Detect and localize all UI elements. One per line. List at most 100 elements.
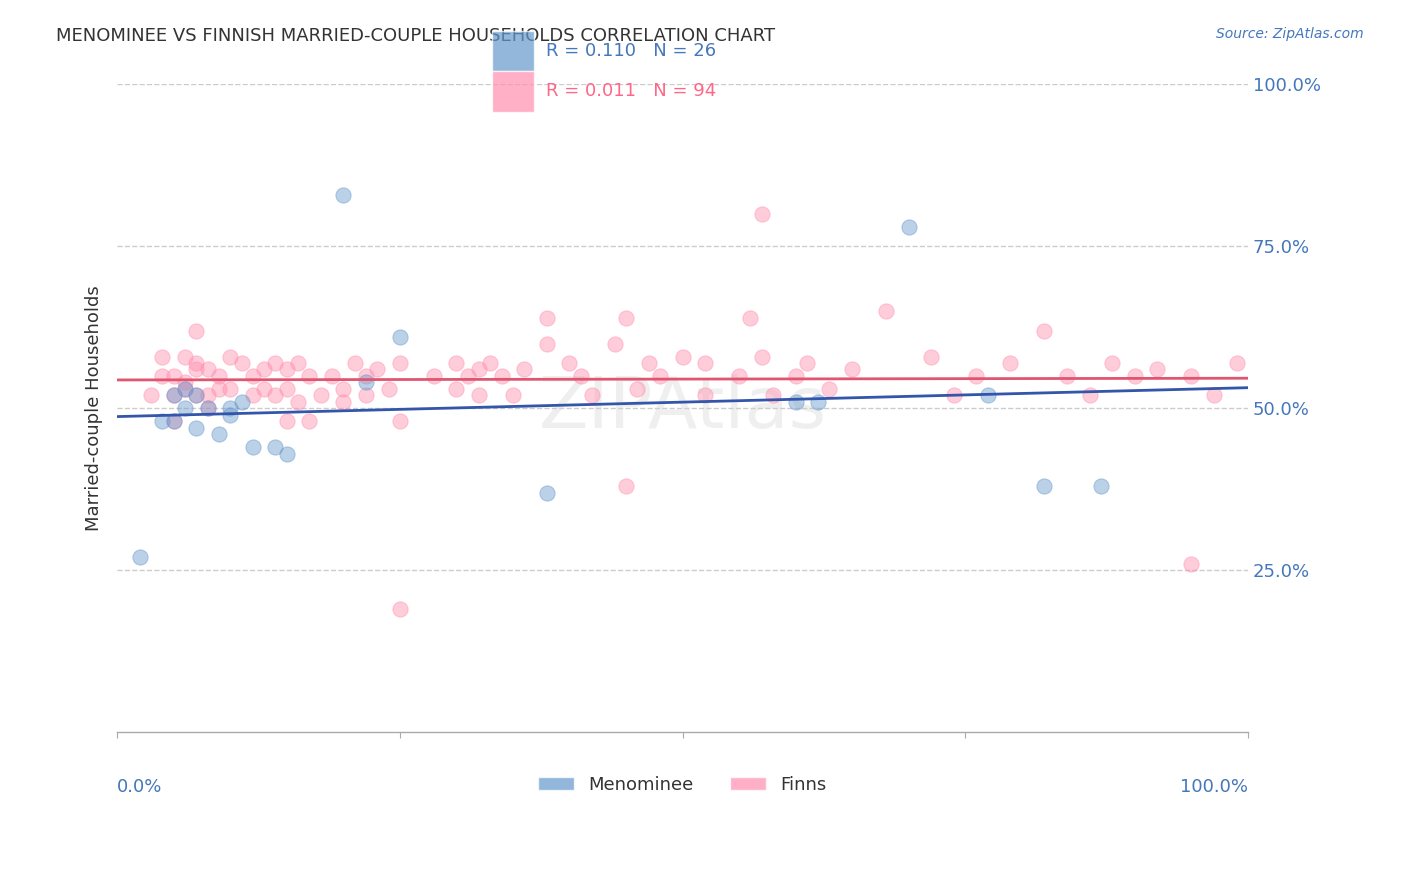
Point (219, 408, 242, 422)
Point (163, 388, 186, 402)
Point (626, 382, 648, 396)
Text: 100.0%: 100.0% (1180, 778, 1249, 796)
Point (287, 395, 309, 409)
Point (536, 336, 558, 351)
Point (174, 376, 197, 390)
Point (581, 388, 603, 402)
Point (264, 388, 287, 402)
Point (139, 388, 162, 402)
Point (446, 356, 468, 370)
Point (1146, 362, 1168, 376)
Point (728, 368, 751, 383)
Point (1078, 388, 1101, 402)
Point (366, 362, 388, 376)
Point (174, 401, 197, 416)
Point (253, 362, 276, 376)
Point (920, 350, 942, 364)
Point (309, 388, 332, 402)
Point (128, 550, 150, 565)
Point (807, 395, 830, 409)
Point (186, 388, 208, 402)
Point (1056, 368, 1078, 383)
Point (208, 427, 231, 442)
Point (163, 414, 186, 428)
Point (332, 382, 354, 396)
Point (603, 336, 626, 351)
Point (343, 356, 366, 370)
Point (671, 350, 693, 364)
Point (751, 207, 773, 221)
Point (423, 368, 446, 383)
Point (264, 356, 287, 370)
Point (332, 187, 354, 202)
Point (468, 362, 491, 376)
Text: Source: ZipAtlas.com: Source: ZipAtlas.com (1216, 27, 1364, 41)
Point (1000, 356, 1022, 370)
Point (242, 368, 264, 383)
Point (818, 382, 841, 396)
Text: R = 0.011   N = 94: R = 0.011 N = 94 (546, 82, 716, 100)
Point (163, 414, 186, 428)
Point (197, 401, 219, 416)
Legend: Menominee, Finns: Menominee, Finns (531, 769, 834, 801)
Point (841, 362, 863, 376)
Point (354, 388, 377, 402)
Point (446, 382, 468, 396)
Point (186, 421, 208, 435)
Point (536, 485, 558, 500)
Point (695, 356, 717, 370)
Point (219, 382, 242, 396)
Point (648, 368, 671, 383)
Point (1180, 557, 1202, 571)
Text: ZIPAtlas: ZIPAtlas (538, 374, 827, 442)
Point (264, 440, 287, 454)
Point (637, 356, 659, 370)
Point (1101, 356, 1123, 370)
Point (231, 356, 253, 370)
Point (186, 356, 208, 370)
Point (332, 395, 354, 409)
Point (321, 368, 343, 383)
Point (231, 395, 253, 409)
Point (186, 362, 208, 376)
Text: R = 0.110   N = 26: R = 0.110 N = 26 (546, 42, 716, 60)
Point (163, 388, 186, 402)
Point (897, 219, 920, 234)
Point (536, 310, 558, 325)
Point (569, 368, 592, 383)
Point (942, 388, 965, 402)
Point (287, 356, 309, 370)
Point (614, 310, 637, 325)
Point (174, 382, 197, 396)
Point (468, 388, 491, 402)
Text: 0.0%: 0.0% (117, 778, 163, 796)
Point (513, 362, 536, 376)
Point (377, 382, 399, 396)
Point (479, 356, 502, 370)
Point (388, 602, 411, 616)
Point (197, 388, 219, 402)
Text: MENOMINEE VS FINNISH MARRIED-COUPLE HOUSEHOLDS CORRELATION CHART: MENOMINEE VS FINNISH MARRIED-COUPLE HOUS… (56, 27, 775, 45)
Point (751, 350, 773, 364)
Point (388, 414, 411, 428)
Point (614, 479, 637, 493)
Point (152, 350, 174, 364)
Point (298, 368, 321, 383)
Point (197, 362, 219, 376)
Point (762, 388, 785, 402)
Point (1202, 388, 1225, 402)
Point (1033, 479, 1056, 493)
Point (152, 368, 174, 383)
Point (163, 368, 186, 383)
Point (977, 388, 1000, 402)
Point (1225, 356, 1247, 370)
Point (276, 382, 298, 396)
Point (219, 350, 242, 364)
Point (966, 368, 988, 383)
Point (491, 368, 513, 383)
Point (388, 356, 411, 370)
Point (276, 447, 298, 461)
Point (174, 382, 197, 396)
Point (875, 304, 897, 318)
Point (457, 368, 479, 383)
